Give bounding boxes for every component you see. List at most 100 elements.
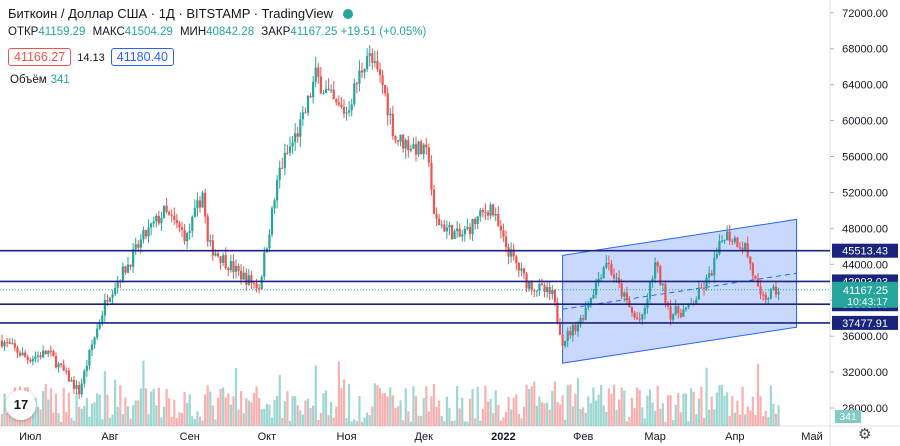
volume-bar	[759, 396, 762, 426]
y-tick-label: 72000.00	[842, 8, 888, 20]
candle-body	[96, 328, 99, 338]
candle-body	[245, 272, 248, 285]
candle-body	[224, 255, 227, 269]
spread-value: 14.13	[77, 52, 105, 64]
candle-body	[546, 287, 549, 292]
volume-bar	[278, 374, 281, 426]
candle-body	[718, 240, 721, 254]
volume-bar	[396, 406, 400, 426]
volume-bar	[173, 399, 176, 426]
volume-label: Объём	[10, 74, 47, 86]
candle-body	[687, 304, 690, 308]
volume-bar	[6, 412, 9, 426]
volume-bar	[88, 416, 91, 426]
candle-body	[345, 112, 348, 114]
volume-bar	[468, 398, 472, 426]
volume-bar	[499, 420, 502, 426]
candle-body	[108, 297, 112, 302]
volume-bar	[664, 421, 667, 426]
candle-body	[659, 266, 662, 286]
volume-bar	[376, 385, 379, 426]
candle-body	[715, 253, 718, 259]
candle-body	[196, 200, 199, 208]
volume-bar	[774, 413, 778, 426]
candle-body	[376, 61, 379, 70]
volume-bar	[234, 368, 238, 426]
volume-bar	[481, 408, 484, 426]
volume-bar	[114, 379, 117, 426]
volume-bar	[512, 397, 515, 426]
x-tick-label: Мар	[644, 431, 666, 443]
volume-bar	[620, 387, 623, 426]
volume-bar	[142, 360, 145, 426]
candle-body	[443, 224, 446, 232]
symbol-title[interactable]: Биткоин / Доллар США · 1Д · BITSTAMP · T…	[8, 6, 333, 21]
buy-button[interactable]: 41180.40	[110, 48, 174, 66]
volume-bar	[692, 391, 695, 426]
candle-body	[697, 287, 700, 300]
volume-bar	[679, 412, 682, 426]
candle-body	[247, 275, 250, 285]
candle-body	[448, 225, 451, 228]
volume-bar	[335, 406, 338, 426]
volume-bar	[507, 396, 510, 426]
y-tick-label: 48000.00	[842, 223, 888, 235]
candle-body	[420, 141, 423, 155]
candle-body	[636, 317, 639, 319]
volume-bar	[170, 417, 173, 426]
candle-body	[26, 356, 29, 361]
volume-bar	[651, 402, 654, 426]
volume-bar	[255, 386, 258, 426]
volume-bar	[540, 402, 544, 426]
candle-body	[777, 291, 780, 295]
candle-body	[751, 263, 754, 276]
candle-body	[201, 192, 204, 208]
volume-bar	[93, 402, 96, 426]
volume-bar	[412, 386, 415, 426]
volume-bar	[296, 405, 299, 426]
volume-bar	[474, 418, 477, 426]
candle-body	[492, 204, 495, 216]
volume-bar	[502, 417, 505, 426]
volume-bar	[366, 412, 369, 426]
volume-bar	[399, 400, 402, 426]
candle-body	[453, 231, 456, 240]
candle-body	[528, 281, 531, 289]
volume-bar	[633, 408, 636, 426]
candle-body	[3, 342, 6, 347]
candle-body	[322, 93, 325, 95]
candle-body	[522, 268, 526, 274]
candle-body	[589, 298, 592, 305]
sell-button[interactable]: 41166.27	[8, 48, 72, 66]
volume-bar	[175, 418, 178, 426]
volume-bar	[648, 389, 652, 426]
volume-bar	[47, 399, 50, 426]
volume-bar	[458, 408, 461, 426]
current-price-label: 41167.25	[843, 285, 888, 297]
candle-body	[78, 385, 81, 395]
candle-body	[227, 268, 230, 271]
candle-body	[49, 350, 52, 352]
volume-bar	[134, 400, 137, 426]
volume-bar	[353, 419, 356, 426]
volume-bar	[60, 421, 63, 426]
volume-bar	[247, 400, 250, 426]
candle-body	[216, 253, 220, 257]
volume-bar	[301, 414, 304, 426]
volume-bar	[132, 405, 135, 426]
y-tick-label: 44000.00	[842, 259, 888, 271]
gear-icon[interactable]: ⚙	[858, 426, 872, 443]
candle-body	[643, 307, 646, 315]
candle-body	[463, 228, 466, 235]
volume-bar	[594, 400, 598, 426]
candle-body	[162, 205, 166, 218]
volume-bar	[188, 394, 191, 426]
tradingview-logo-icon[interactable]: 17	[6, 390, 36, 420]
volume-bar	[453, 420, 456, 426]
ohlc-low-value: 40842.28	[206, 26, 255, 38]
candle-body	[695, 299, 698, 304]
candle-body	[139, 239, 142, 248]
candle-body	[515, 256, 518, 264]
candle-body	[114, 287, 117, 295]
